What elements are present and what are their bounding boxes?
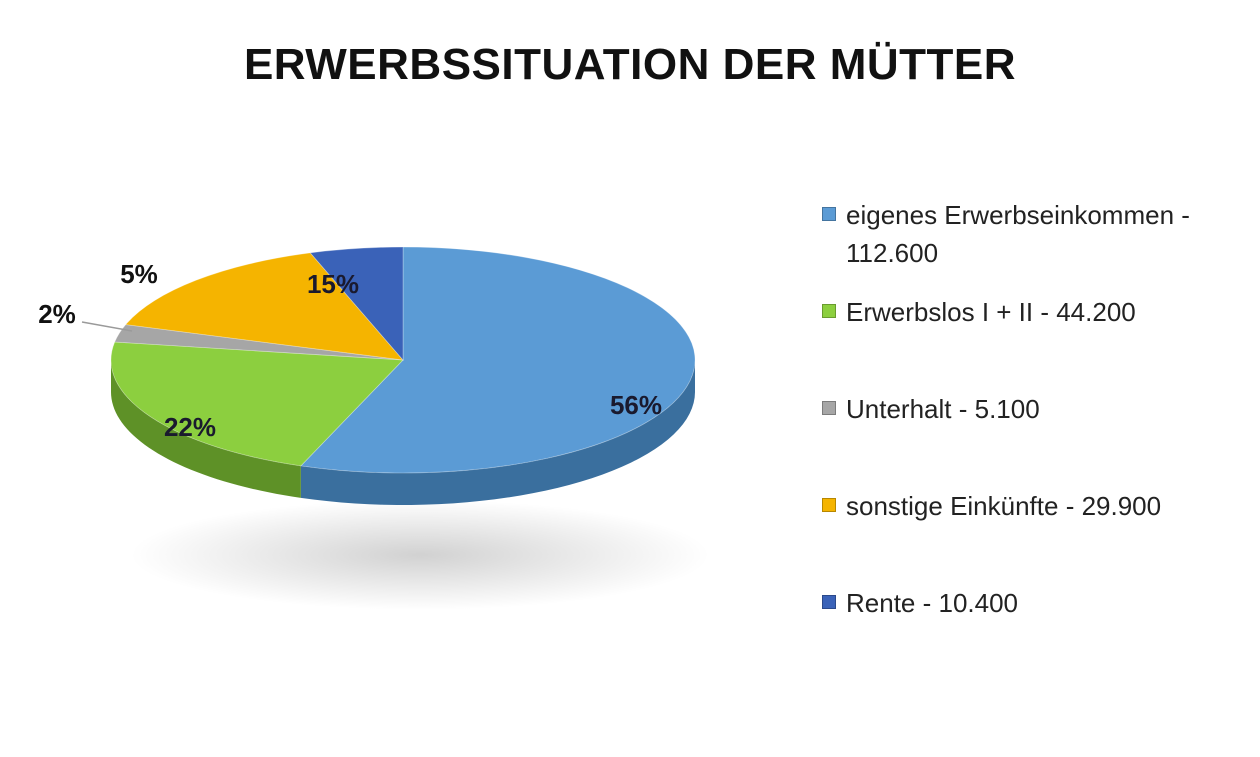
legend-label: Erwerbslos I + II - 44.200 — [846, 297, 1136, 327]
legend-item-sonstige: sonstige Einkünfte - 29.900 — [822, 487, 1252, 584]
legend-swatch — [822, 595, 836, 609]
pie-slice-sonstige — [124, 252, 404, 361]
slice-label-erwerbseinkommen: 56% — [610, 390, 662, 420]
legend-label: eigenes Erwerbseinkommen - 112.600 — [846, 200, 1190, 268]
legend-swatch — [822, 207, 836, 221]
pie-shadow — [130, 500, 710, 610]
pie-slice-unterhalt — [114, 324, 404, 361]
legend-swatch — [822, 498, 836, 512]
legend-item-rente: Rente - 10.400 — [822, 584, 1252, 681]
legend-swatch — [822, 401, 836, 415]
pie-sides — [111, 360, 695, 505]
legend-label: Rente - 10.400 — [846, 588, 1019, 618]
legend-item-erwerbseinkommen: eigenes Erwerbseinkommen - 112.600 — [822, 196, 1252, 293]
legend-swatch — [822, 304, 836, 318]
pie-tops — [110, 246, 696, 474]
legend-label: sonstige Einkünfte - 29.900 — [846, 491, 1162, 521]
leader-line-2pct — [81, 321, 133, 332]
slice-label-sonstige: 5% — [120, 259, 158, 289]
slice-label-unterhalt: 2% — [38, 299, 76, 329]
pie-side-erwerbslos — [111, 360, 301, 498]
legend: eigenes Erwerbseinkommen - 112.600 Erwer… — [822, 196, 1252, 681]
slice-label-rente: 15% — [307, 269, 359, 299]
legend-label: Unterhalt - 5.100 — [846, 394, 1040, 424]
pie-slice-erwerbslos — [110, 341, 404, 467]
pie-slice-erwerbseinkommen — [300, 246, 696, 474]
chart-title: ERWERBSSITUATION DER MÜTTER — [243, 40, 1017, 89]
legend-item-erwerbslos: Erwerbslos I + II - 44.200 — [822, 293, 1252, 390]
slice-label-erwerbslos: 22% — [164, 412, 216, 442]
legend-item-unterhalt: Unterhalt - 5.100 — [822, 390, 1252, 487]
pie-side-erwerbseinkommen — [300, 360, 695, 505]
pie-slice-rente — [309, 246, 404, 362]
